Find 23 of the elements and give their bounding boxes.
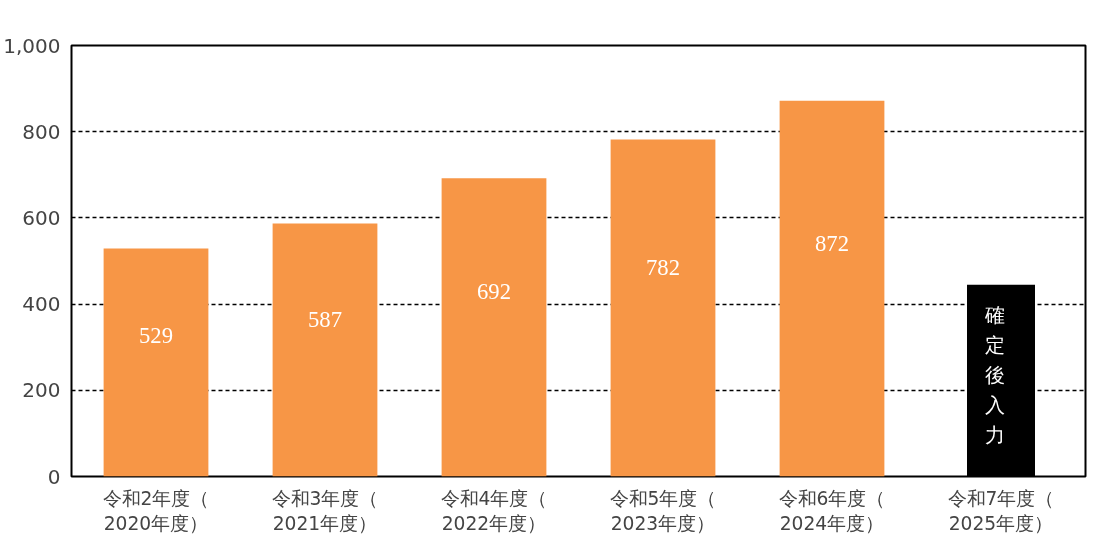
x-tick-label: 令和2年度（2020年度） [102,487,210,534]
bar [272,223,378,477]
y-tick-label: 0 [47,464,61,489]
data-label: 587 [308,307,342,333]
bar [441,178,547,477]
y-tick-label: 600 [22,205,61,230]
data-label: 529 [139,322,173,348]
y-tick-label: 400 [22,292,61,317]
x-tick-label: 令和5年度（2023年度） [609,487,717,534]
y-tick-label: 800 [22,119,61,144]
bar [103,248,209,477]
bar [779,100,885,477]
x-tick-label: 令和4年度（2022年度） [440,487,548,534]
y-tick-label: 200 [22,378,61,403]
data-label: 872 [815,230,849,256]
data-label: 782 [646,255,680,281]
bar [610,139,716,477]
data-label: 692 [477,279,511,305]
x-tick-label: 令和3年度（2021年度） [271,487,379,534]
annotation: 確定後入力 [984,302,1005,447]
x-tick-label: 令和6年度（2024年度） [778,487,886,534]
y-tick-label: 1,000 [3,33,61,58]
x-tick-label: 令和7年度（2025年度） [947,487,1055,534]
